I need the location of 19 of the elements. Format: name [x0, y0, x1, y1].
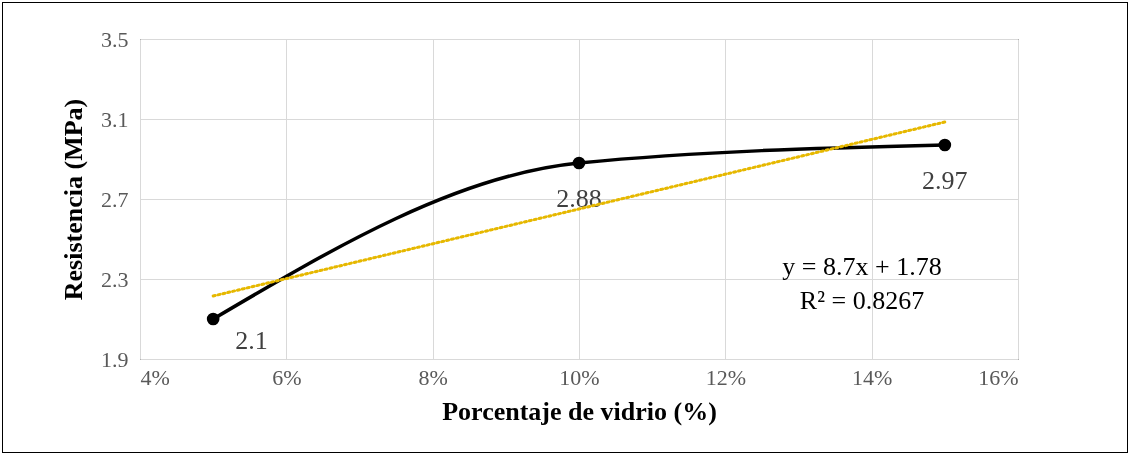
x-axis-title: Porcentaje de vidrio (%) — [442, 396, 717, 426]
y-tick-label: 1.9 — [101, 346, 129, 372]
x-tick-label: 4% — [140, 364, 170, 390]
x-tick-label: 16% — [978, 364, 1019, 390]
x-tick-label: 8% — [418, 364, 448, 390]
annotation: y = 8.7x + 1.78 — [782, 252, 942, 281]
x-tick-label: 14% — [852, 364, 893, 390]
x-tick-label: 10% — [559, 364, 600, 390]
y-tick-label: 2.3 — [101, 266, 129, 292]
y-axis-title: Resistencia (MPa) — [59, 98, 88, 301]
x-tick-label: 12% — [705, 364, 746, 390]
data-label: 2.1 — [235, 326, 268, 355]
annotation: R² = 0.8267 — [799, 286, 925, 315]
y-tick-label: 2.7 — [101, 186, 129, 212]
x-tick-label: 6% — [272, 364, 302, 390]
data-label: 2.97 — [922, 166, 968, 195]
data-label: 2.88 — [556, 184, 602, 213]
y-tick-label: 3.1 — [101, 106, 129, 132]
y-tick-label: 3.5 — [101, 26, 129, 52]
